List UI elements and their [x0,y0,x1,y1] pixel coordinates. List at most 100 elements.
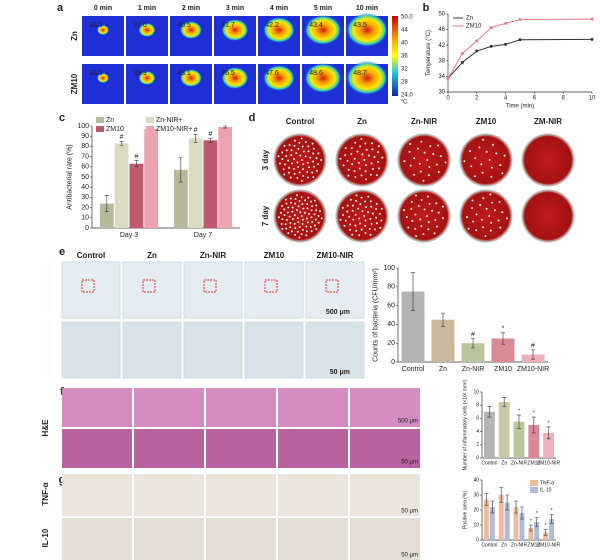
colony [289,221,292,224]
colony [497,219,500,222]
y-tick-label: 34 [438,74,445,80]
colony [301,203,304,206]
colony [363,200,366,203]
colony [297,205,300,208]
colony [415,194,418,197]
colony [300,179,303,182]
row-label: TNF-α [41,482,50,505]
colony [304,199,307,202]
annotation: # [194,127,198,134]
colony [307,166,310,169]
error-bar [505,494,510,511]
colony [367,211,370,214]
hot-spot [138,23,156,37]
column-label: Zn-NIR [200,251,226,260]
colony [284,198,287,201]
colony [306,176,309,179]
y-tick-label: 2 [476,442,479,448]
y-tick-label: 0 [391,359,395,366]
colony [469,149,472,152]
colony [422,179,425,182]
colony [505,217,508,220]
temperature-label: 43.1 [177,70,191,77]
colony [359,203,362,206]
colony [285,154,288,157]
y-tick-label: 70 [81,153,89,160]
colony [358,167,361,170]
colony [312,176,315,179]
hot-spot [97,25,109,35]
micrograph [134,518,204,560]
plate [521,189,575,243]
bar [483,411,495,458]
legend-label: ZM10 [106,126,124,133]
colony [423,208,426,211]
annotation: # [471,331,475,338]
bar [99,203,114,228]
x-tick-label: Control [402,366,425,373]
colony [310,209,313,212]
error-bar [534,517,539,527]
column-label: ZM10 [476,117,497,126]
bar [401,291,425,362]
annotation: # [134,154,138,161]
legend-swatch [530,487,538,493]
colony [294,227,297,230]
colony [285,202,288,205]
colony [350,152,353,155]
bar [461,343,485,362]
colony [409,142,412,145]
colony [356,150,359,153]
y-tick-label: 20 [473,507,479,513]
colony [433,232,436,235]
x-tick-label: ZM10-NIR [517,366,549,373]
row-label: Zn [70,31,79,41]
panel-label: d [249,112,256,124]
annotation: * [548,420,550,426]
colony [360,196,363,199]
colony [291,206,294,209]
colorbar-label: 32 [401,67,408,73]
colony [412,173,415,176]
colorbar-label: 50.0 [401,15,413,21]
micrograph [122,261,182,319]
colony [420,198,423,201]
colony [301,159,304,161]
plate [335,133,389,187]
error-bar [531,416,536,434]
colony [367,195,370,198]
colony [420,140,423,143]
colony [370,162,373,165]
colony [369,173,372,176]
colony [302,207,305,210]
x-axis-label: Time (min) [506,104,534,110]
micrograph [61,261,121,319]
error-bar [502,396,507,407]
colony [310,230,313,233]
bar [498,495,504,540]
scale-bar: 50 μm [401,460,418,466]
legend-swatch [530,480,538,486]
colony [344,219,347,222]
colony [349,198,352,201]
colony [413,157,416,160]
colony [364,178,367,181]
hot-spot [221,19,249,41]
colony [370,205,373,208]
y-tick-label: 30 [473,492,479,498]
colony [293,214,296,217]
colony [490,166,493,169]
row-label: 7 day [261,205,270,226]
colony [475,229,478,232]
row-label: 3 day [261,149,270,170]
micrograph [206,474,276,516]
colony [360,137,363,140]
colony [377,145,380,148]
colony [351,163,354,166]
colony [411,219,414,222]
colony [296,217,299,220]
colony [365,148,368,151]
colony [426,159,429,161]
legend-label: Zn-NIR+ [156,117,183,124]
bar [218,127,233,228]
